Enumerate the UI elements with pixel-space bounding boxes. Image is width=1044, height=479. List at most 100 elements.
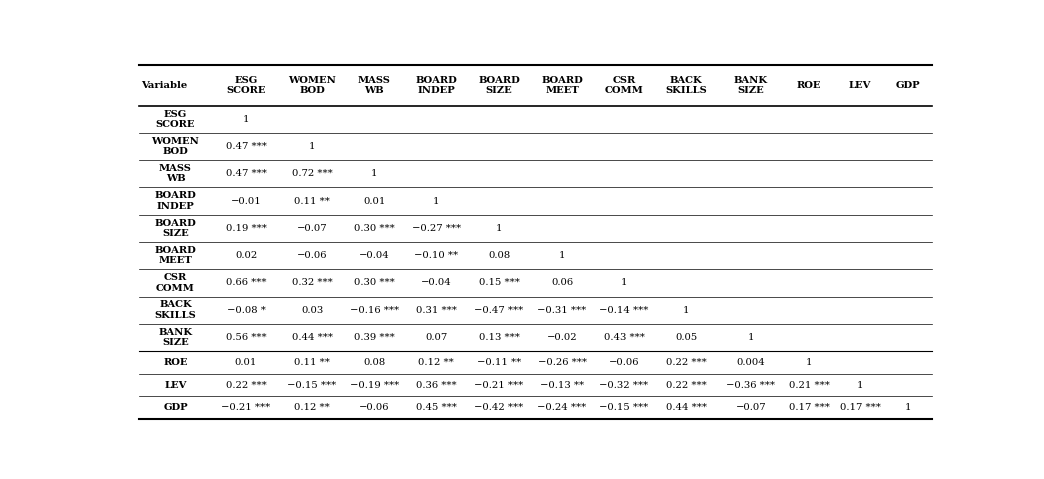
Text: −0.21 ***: −0.21 *** bbox=[221, 403, 270, 412]
Text: WOMEN
BOD: WOMEN BOD bbox=[288, 76, 336, 95]
Text: BOARD
INDEP: BOARD INDEP bbox=[155, 191, 196, 211]
Text: −0.16 ***: −0.16 *** bbox=[350, 306, 399, 315]
Text: −0.27 ***: −0.27 *** bbox=[411, 224, 460, 233]
Text: −0.10 **: −0.10 ** bbox=[414, 251, 458, 260]
Text: 0.22 ***: 0.22 *** bbox=[666, 380, 707, 389]
Text: 0.66 ***: 0.66 *** bbox=[226, 278, 266, 287]
Text: 1: 1 bbox=[371, 169, 377, 178]
Text: BOARD
SIZE: BOARD SIZE bbox=[478, 76, 520, 95]
Text: BOARD
MEET: BOARD MEET bbox=[155, 246, 196, 265]
Text: −0.36 ***: −0.36 *** bbox=[727, 380, 776, 389]
Text: ESG
SCORE: ESG SCORE bbox=[156, 110, 195, 129]
Text: 0.11 **: 0.11 ** bbox=[294, 196, 330, 205]
Text: BACK
SKILLS: BACK SKILLS bbox=[155, 300, 196, 320]
Text: −0.01: −0.01 bbox=[231, 196, 261, 205]
Text: 0.19 ***: 0.19 *** bbox=[226, 224, 266, 233]
Text: ROE: ROE bbox=[797, 81, 822, 90]
Text: 0.44 ***: 0.44 *** bbox=[291, 333, 333, 342]
Text: 0.01: 0.01 bbox=[363, 196, 385, 205]
Text: −0.06: −0.06 bbox=[609, 358, 639, 367]
Text: 0.12 **: 0.12 ** bbox=[294, 403, 330, 412]
Text: LEV: LEV bbox=[164, 380, 187, 389]
Text: −0.42 ***: −0.42 *** bbox=[474, 403, 524, 412]
Text: 1: 1 bbox=[905, 403, 911, 412]
Text: −0.47 ***: −0.47 *** bbox=[474, 306, 524, 315]
Text: BOARD
INDEP: BOARD INDEP bbox=[416, 76, 457, 95]
Text: 1: 1 bbox=[748, 333, 754, 342]
Text: 0.43 ***: 0.43 *** bbox=[603, 333, 644, 342]
Text: ESG
SCORE: ESG SCORE bbox=[227, 76, 266, 95]
Text: 0.08: 0.08 bbox=[488, 251, 511, 260]
Text: 0.39 ***: 0.39 *** bbox=[354, 333, 395, 342]
Text: CSR
COMM: CSR COMM bbox=[156, 273, 195, 293]
Text: BANK
SIZE: BANK SIZE bbox=[734, 76, 768, 95]
Text: 0.13 ***: 0.13 *** bbox=[478, 333, 520, 342]
Text: 0.01: 0.01 bbox=[235, 358, 257, 367]
Text: 0.004: 0.004 bbox=[736, 358, 765, 367]
Text: 0.30 ***: 0.30 *** bbox=[354, 278, 395, 287]
Text: 0.07: 0.07 bbox=[425, 333, 447, 342]
Text: 0.11 **: 0.11 ** bbox=[294, 358, 330, 367]
Text: −0.04: −0.04 bbox=[359, 251, 389, 260]
Text: −0.06: −0.06 bbox=[359, 403, 389, 412]
Text: 0.47 ***: 0.47 *** bbox=[226, 169, 266, 178]
Text: 1: 1 bbox=[621, 278, 627, 287]
Text: 0.17 ***: 0.17 *** bbox=[789, 403, 830, 412]
Text: −0.13 **: −0.13 ** bbox=[540, 380, 584, 389]
Text: −0.04: −0.04 bbox=[421, 278, 452, 287]
Text: 1: 1 bbox=[683, 306, 689, 315]
Text: 0.45 ***: 0.45 *** bbox=[416, 403, 456, 412]
Text: CSR
COMM: CSR COMM bbox=[604, 76, 643, 95]
Text: 0.17 ***: 0.17 *** bbox=[839, 403, 880, 412]
Text: 1: 1 bbox=[496, 224, 502, 233]
Text: 0.32 ***: 0.32 *** bbox=[291, 278, 332, 287]
Text: 0.08: 0.08 bbox=[363, 358, 385, 367]
Text: Variable: Variable bbox=[141, 81, 187, 90]
Text: −0.32 ***: −0.32 *** bbox=[599, 380, 648, 389]
Text: LEV: LEV bbox=[849, 81, 872, 90]
Text: 0.22 ***: 0.22 *** bbox=[226, 380, 266, 389]
Text: MASS
WB: MASS WB bbox=[159, 164, 192, 183]
Text: −0.11 **: −0.11 ** bbox=[477, 358, 521, 367]
Text: 1: 1 bbox=[309, 142, 315, 151]
Text: 0.06: 0.06 bbox=[551, 278, 573, 287]
Text: −0.26 ***: −0.26 *** bbox=[538, 358, 587, 367]
Text: WOMEN
BOD: WOMEN BOD bbox=[151, 137, 199, 156]
Text: 0.36 ***: 0.36 *** bbox=[416, 380, 456, 389]
Text: −0.02: −0.02 bbox=[547, 333, 577, 342]
Text: 0.22 ***: 0.22 *** bbox=[666, 358, 707, 367]
Text: 0.31 ***: 0.31 *** bbox=[416, 306, 456, 315]
Text: −0.15 ***: −0.15 *** bbox=[599, 403, 648, 412]
Text: 1: 1 bbox=[857, 380, 863, 389]
Text: 0.15 ***: 0.15 *** bbox=[478, 278, 520, 287]
Text: −0.31 ***: −0.31 *** bbox=[538, 306, 587, 315]
Text: −0.19 ***: −0.19 *** bbox=[350, 380, 399, 389]
Text: 0.47 ***: 0.47 *** bbox=[226, 142, 266, 151]
Text: BANK
SIZE: BANK SIZE bbox=[159, 328, 192, 347]
Text: GDP: GDP bbox=[163, 403, 188, 412]
Text: −0.21 ***: −0.21 *** bbox=[474, 380, 524, 389]
Text: 0.30 ***: 0.30 *** bbox=[354, 224, 395, 233]
Text: −0.24 ***: −0.24 *** bbox=[538, 403, 587, 412]
Text: BACK
SKILLS: BACK SKILLS bbox=[665, 76, 707, 95]
Text: 0.44 ***: 0.44 *** bbox=[666, 403, 707, 412]
Text: MASS
WB: MASS WB bbox=[358, 76, 390, 95]
Text: 0.12 **: 0.12 ** bbox=[419, 358, 454, 367]
Text: BOARD
SIZE: BOARD SIZE bbox=[155, 218, 196, 238]
Text: −0.14 ***: −0.14 *** bbox=[599, 306, 648, 315]
Text: −0.07: −0.07 bbox=[735, 403, 766, 412]
Text: −0.08 *: −0.08 * bbox=[227, 306, 265, 315]
Text: GDP: GDP bbox=[896, 81, 921, 90]
Text: 0.03: 0.03 bbox=[301, 306, 324, 315]
Text: 0.05: 0.05 bbox=[675, 333, 697, 342]
Text: −0.06: −0.06 bbox=[296, 251, 328, 260]
Text: 1: 1 bbox=[806, 358, 812, 367]
Text: 1: 1 bbox=[433, 196, 440, 205]
Text: 0.72 ***: 0.72 *** bbox=[291, 169, 332, 178]
Text: 0.21 ***: 0.21 *** bbox=[789, 380, 830, 389]
Text: 0.56 ***: 0.56 *** bbox=[226, 333, 266, 342]
Text: 1: 1 bbox=[559, 251, 565, 260]
Text: 0.02: 0.02 bbox=[235, 251, 257, 260]
Text: BOARD
MEET: BOARD MEET bbox=[541, 76, 583, 95]
Text: 1: 1 bbox=[243, 114, 250, 124]
